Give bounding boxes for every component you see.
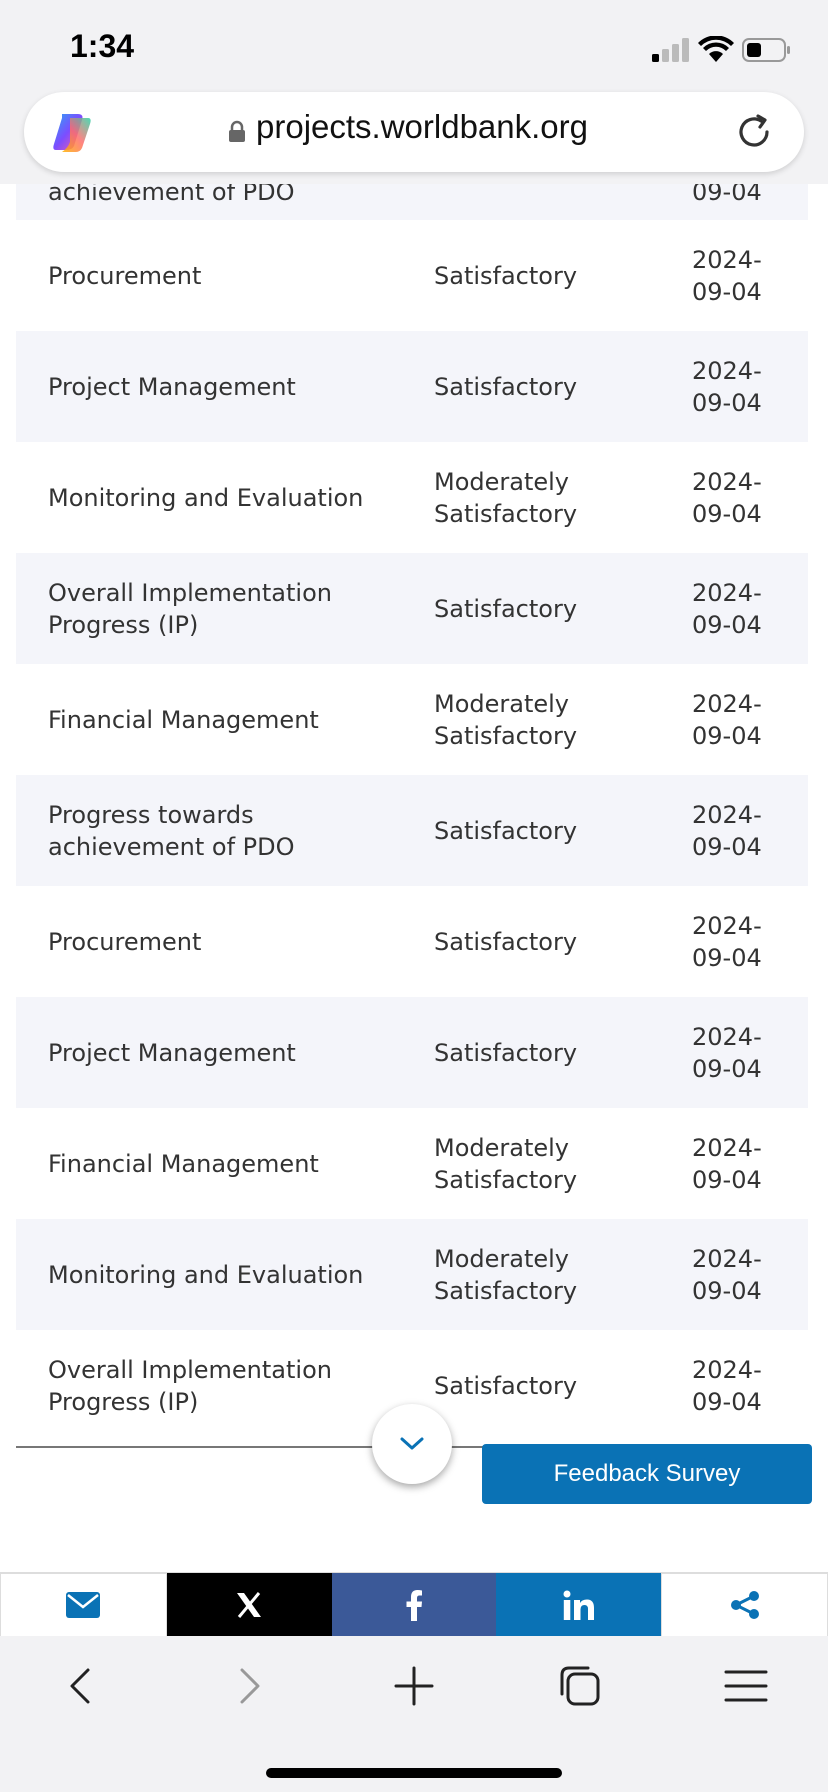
browser-address-bar: projects.worldbank.org — [0, 92, 828, 184]
share-email-button[interactable] — [0, 1573, 167, 1637]
table-row: Overall Implementation Progress (IP) Satis… — [16, 1330, 808, 1441]
indicator-cell: Progress towards achievement of PDO — [48, 800, 295, 861]
menu-icon[interactable] — [722, 1662, 770, 1710]
indicator-cell: Procurement — [48, 927, 202, 956]
share-facebook-button[interactable] — [331, 1573, 497, 1637]
date-cell: 2024- 09-04 — [692, 689, 762, 750]
share-x-button[interactable] — [166, 1573, 332, 1637]
share-bar — [0, 1572, 828, 1637]
rating-cell: Satisfactory — [434, 372, 578, 401]
table-row: Procurement Satisfactory 2024- 09-04 — [16, 886, 808, 997]
status-time: 1:34 — [70, 28, 135, 64]
indicator-cell: Procurement — [48, 261, 202, 290]
indicator-cell: Monitoring and Evaluation — [48, 1260, 364, 1289]
indicator-cell: Monitoring and Evaluation — [48, 483, 364, 512]
chevron-down-icon — [400, 1437, 424, 1450]
new-tab-icon[interactable] — [390, 1662, 438, 1710]
rating-cell: Satisfactory — [434, 816, 578, 845]
copilot-icon[interactable] — [48, 108, 96, 156]
scroll-down-button[interactable] — [372, 1404, 452, 1484]
url-field[interactable]: projects.worldbank.org — [24, 92, 804, 172]
share-icon — [730, 1591, 759, 1619]
date-cell: 2024- 09-04 — [692, 1022, 762, 1083]
date-cell: 2024- 09-04 — [692, 245, 762, 306]
url-text: projects.worldbank.org — [256, 108, 588, 145]
rating-cell: Satisfactory — [434, 261, 578, 290]
rating-cell: Satisfactory — [434, 1038, 578, 1067]
status-bar: 1:34 — [0, 0, 828, 92]
ratings-table: achievement of PDO 09-04 Procurement Sati… — [16, 120, 808, 1441]
indicator-cell: Project Management — [48, 1038, 296, 1067]
table-row: Financial Management Moderately Satisfacto… — [16, 1108, 808, 1219]
table-row: Monitoring and Evaluation Moderately Satis… — [16, 1219, 808, 1330]
date-cell: 2024- 09-04 — [692, 356, 762, 417]
tabs-icon[interactable] — [556, 1662, 604, 1710]
date-cell: 2024- 09-04 — [692, 911, 762, 972]
reload-icon[interactable] — [734, 112, 774, 152]
indicator-cell: Overall Implementation Progress (IP) — [48, 578, 332, 639]
indicator-cell: Financial Management — [48, 705, 319, 734]
linkedin-icon — [563, 1590, 594, 1620]
rating-cell: Satisfactory — [434, 1371, 578, 1400]
table-row: Monitoring and Evaluation Moderately Satis… — [16, 442, 808, 553]
table-row: Financial Management Moderately Satisfacto… — [16, 664, 808, 775]
date-cell: 2024- 09-04 — [692, 578, 762, 639]
rating-cell: Moderately Satisfactory — [434, 689, 578, 750]
indicator-cell: Overall Implementation Progress (IP) — [48, 1355, 332, 1416]
rating-cell: Satisfactory — [434, 927, 578, 956]
table-row: Project Management Satisfactory 2024- 09-04 — [16, 331, 808, 442]
forward-icon[interactable] — [224, 1662, 272, 1710]
date-cell: 2024- 09-04 — [692, 1355, 762, 1416]
rating-cell: Moderately Satisfactory — [434, 467, 578, 528]
table-row: Progress towards achievement of PDO Satisf… — [16, 775, 808, 886]
indicator-cell: Project Management — [48, 372, 296, 401]
share-more-button[interactable] — [661, 1573, 828, 1637]
rating-cell: Moderately Satisfactory — [434, 1244, 578, 1305]
rating-cell: Moderately Satisfactory — [434, 1133, 578, 1194]
table-row: Project Management Satisfactory 2024- 09-04 — [16, 997, 808, 1108]
facebook-icon — [406, 1590, 422, 1621]
wifi-icon — [698, 36, 734, 62]
date-cell: 2024- 09-04 — [692, 800, 762, 861]
table-row: Overall Implementation Progress (IP) Satis… — [16, 553, 808, 664]
indicator-cell: Financial Management — [48, 1149, 319, 1178]
cellular-signal-icon — [652, 38, 689, 62]
feedback-survey-button[interactable]: Feedback Survey — [482, 1444, 812, 1504]
rating-cell: Satisfactory — [434, 594, 578, 623]
lock-icon — [229, 120, 245, 142]
email-icon — [66, 1592, 101, 1618]
browser-toolbar — [0, 1636, 828, 1792]
home-indicator — [266, 1768, 562, 1778]
date-cell: 2024- 09-04 — [692, 1133, 762, 1194]
section-divider — [16, 1446, 484, 1448]
share-linkedin-button[interactable] — [496, 1573, 662, 1637]
battery-icon — [742, 38, 790, 62]
x-icon — [237, 1592, 262, 1618]
table-row: Procurement Satisfactory 2024- 09-04 — [16, 220, 808, 331]
date-cell: 2024- 09-04 — [692, 467, 762, 528]
back-icon[interactable] — [58, 1662, 106, 1710]
date-cell: 2024- 09-04 — [692, 1244, 762, 1305]
